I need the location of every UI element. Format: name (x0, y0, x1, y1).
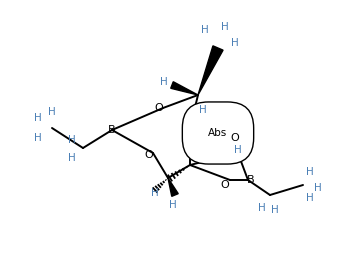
Text: H: H (160, 77, 168, 87)
Text: H: H (68, 135, 76, 145)
Text: H: H (221, 22, 229, 32)
Text: H: H (34, 113, 42, 123)
Text: H: H (234, 145, 242, 155)
Text: H: H (306, 193, 314, 203)
Polygon shape (168, 178, 178, 196)
Text: H: H (199, 105, 207, 115)
Text: H: H (271, 205, 279, 215)
Polygon shape (218, 143, 228, 158)
Text: B: B (247, 175, 255, 185)
Text: O: O (221, 180, 229, 190)
Text: H: H (201, 25, 209, 35)
Text: H: H (48, 107, 56, 117)
Text: O: O (145, 150, 153, 160)
Text: H: H (314, 183, 322, 193)
Text: Abs: Abs (208, 128, 228, 138)
Text: B: B (108, 125, 116, 135)
Text: H: H (34, 133, 42, 143)
Text: H: H (169, 200, 177, 210)
Text: O: O (231, 133, 239, 143)
Text: H: H (68, 153, 76, 163)
Text: H: H (306, 167, 314, 177)
Text: O: O (155, 103, 163, 113)
Text: H: H (151, 188, 159, 198)
Text: H: H (258, 203, 266, 213)
Text: H: H (231, 38, 239, 48)
Polygon shape (171, 82, 198, 95)
Polygon shape (198, 46, 223, 95)
Polygon shape (190, 110, 203, 128)
